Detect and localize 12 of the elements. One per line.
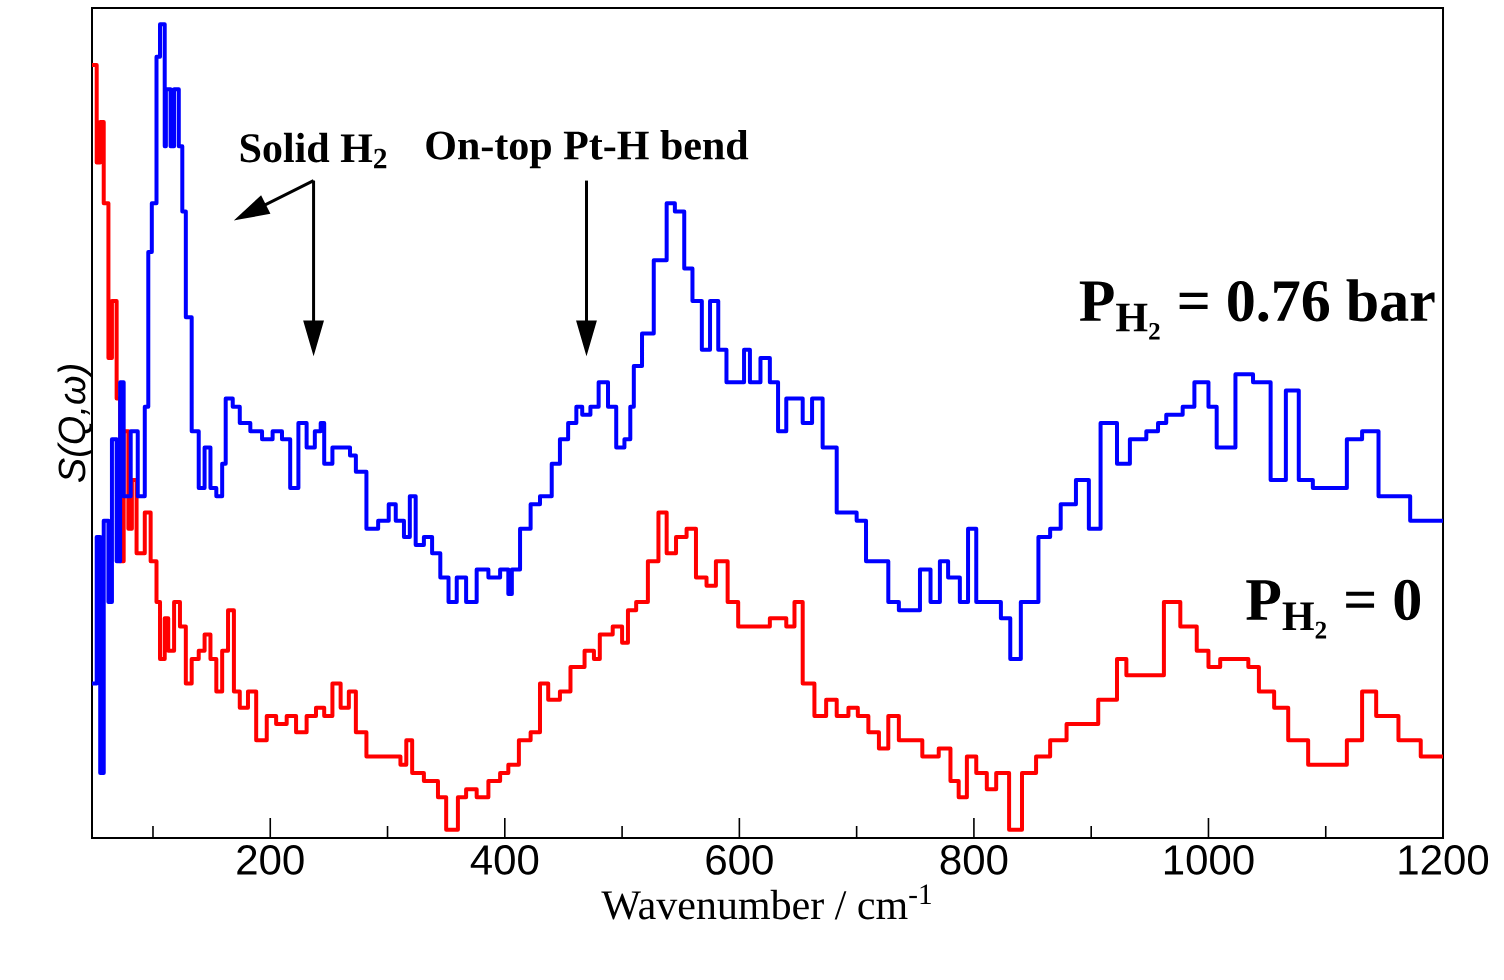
- x-tick-label: 200: [237, 845, 304, 875]
- series-label: P$_{H₂}$ = 0.76 bar: [1079, 279, 1435, 340]
- x-tick-label: 800: [940, 845, 1008, 875]
- annotation: Solid H$_{2}$: [240, 132, 387, 169]
- x-tick-label: 1200: [1399, 845, 1489, 875]
- x-axis-title: Wavenumber / cm$^{-1}$: [601, 884, 931, 920]
- x-tick-label: 600: [706, 845, 773, 875]
- x-tick-label: 400: [470, 845, 539, 875]
- series-label: P$_{H₂}$ = 0: [1246, 579, 1421, 639]
- x-tick-label: 1000: [1164, 845, 1254, 875]
- y-axis-title: S(Q,ω): [57, 365, 93, 483]
- annotation: On-top Pt-H bend: [426, 130, 749, 169]
